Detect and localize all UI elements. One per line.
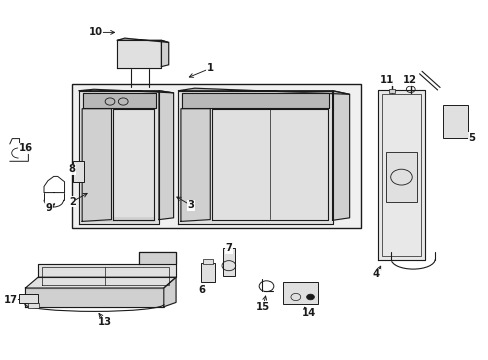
Text: 10: 10 (88, 27, 102, 37)
Polygon shape (377, 90, 425, 260)
Polygon shape (117, 40, 161, 68)
Polygon shape (117, 38, 168, 42)
Polygon shape (178, 88, 349, 94)
Text: 12: 12 (402, 75, 416, 85)
Circle shape (306, 294, 314, 300)
Text: 4: 4 (372, 269, 379, 279)
Polygon shape (163, 277, 176, 307)
Text: 7: 7 (225, 243, 232, 253)
Polygon shape (79, 89, 173, 93)
Polygon shape (178, 91, 332, 224)
Bar (73, 161, 84, 182)
Bar (203, 259, 213, 264)
Text: 13: 13 (98, 317, 112, 327)
Polygon shape (82, 109, 111, 221)
Text: 1: 1 (206, 63, 213, 73)
Text: 11: 11 (379, 75, 394, 85)
Polygon shape (159, 91, 173, 220)
Polygon shape (38, 252, 176, 277)
Text: 5: 5 (468, 132, 474, 143)
Polygon shape (181, 109, 210, 221)
Bar (386, 152, 416, 202)
Bar (72, 84, 360, 228)
Bar (442, 105, 467, 138)
Polygon shape (182, 93, 328, 108)
Text: 9: 9 (45, 203, 52, 213)
Bar (201, 263, 215, 282)
Text: 15: 15 (256, 302, 269, 312)
Text: 16: 16 (19, 143, 32, 153)
Polygon shape (83, 93, 155, 108)
Polygon shape (82, 218, 155, 221)
Polygon shape (25, 277, 176, 288)
Polygon shape (161, 40, 168, 67)
Polygon shape (212, 109, 327, 220)
Text: 2: 2 (69, 197, 76, 207)
Polygon shape (79, 91, 159, 224)
Text: 8: 8 (69, 164, 76, 174)
Polygon shape (25, 288, 163, 307)
Bar (382, 94, 420, 256)
Polygon shape (113, 109, 154, 220)
Text: 6: 6 (198, 285, 204, 295)
Text: 17: 17 (4, 294, 18, 305)
Bar (19, 294, 38, 303)
Bar (388, 89, 394, 93)
Polygon shape (332, 91, 349, 220)
Bar (282, 282, 317, 304)
Text: 14: 14 (301, 308, 316, 318)
Polygon shape (139, 252, 176, 264)
Bar (28, 303, 39, 308)
Bar (223, 248, 235, 276)
Text: 3: 3 (187, 200, 194, 210)
